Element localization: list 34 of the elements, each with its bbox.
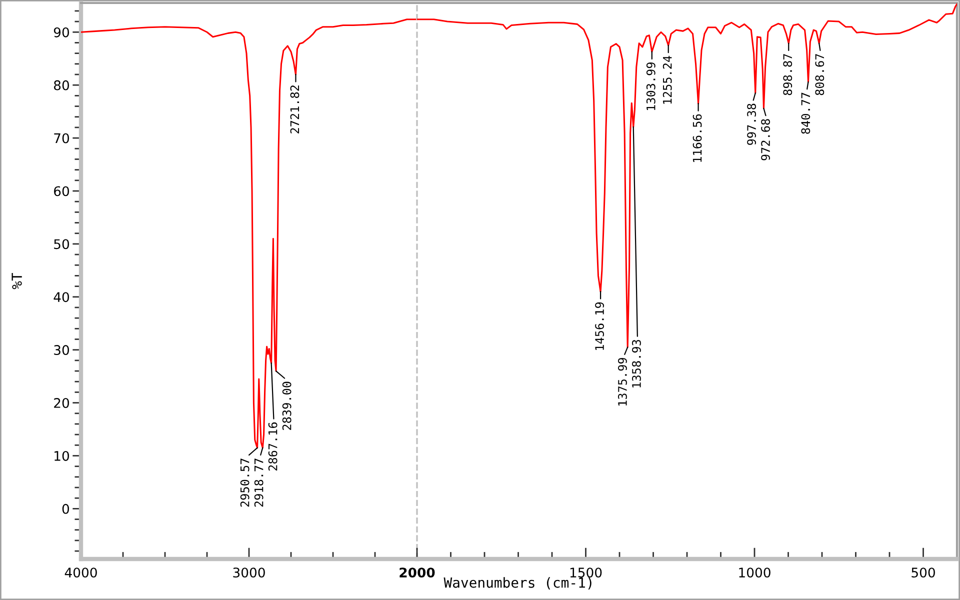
annotation: 898.87 [783,54,792,96]
x-axis-title: Wavenumbers (cm-1) [444,577,592,590]
y-tick-label: 70 [54,133,70,144]
annotation: 1456.19 [595,302,604,350]
x-tick-label: 4000 [64,568,97,578]
annotation: 1375.99 [618,358,627,406]
x-tick-label: 1000 [739,568,770,578]
x-tick-label: 1500 [570,568,602,578]
annotation: 2950.57 [240,458,250,507]
annotation: 972.68 [761,119,770,160]
x-tick-label: 3000 [233,568,265,578]
y-tick-label: 90 [54,27,70,38]
y-axis-title: %T [12,272,22,290]
annotation: 2839.00 [282,382,292,430]
annotation: 1303.99 [646,62,656,110]
annotation: 840.77 [801,92,810,134]
annotation: 2867.16 [268,422,278,471]
annotation: 2721.82 [290,85,300,134]
annotation: 1166.56 [692,114,702,162]
y-tick-label: 50 [54,239,70,250]
annotation: 997.38 [747,104,756,145]
y-tick-label: 30 [54,345,70,356]
y-tick-label: 20 [54,398,70,408]
annotation: 1358.93 [632,340,641,388]
annotation: 1255.24 [662,56,672,104]
x-tick-label: 500 [912,568,935,578]
y-tick-label: 10 [54,450,70,461]
y-tick-label: 60 [54,186,70,196]
x-tick-label: 2000 [400,568,435,578]
y-tick-label: 0 [62,504,70,514]
y-tick-label: 80 [54,80,70,90]
annotation: 2918.77 [254,458,264,507]
annotation: 808.67 [815,54,824,96]
y-tick-label: 40 [54,292,70,302]
